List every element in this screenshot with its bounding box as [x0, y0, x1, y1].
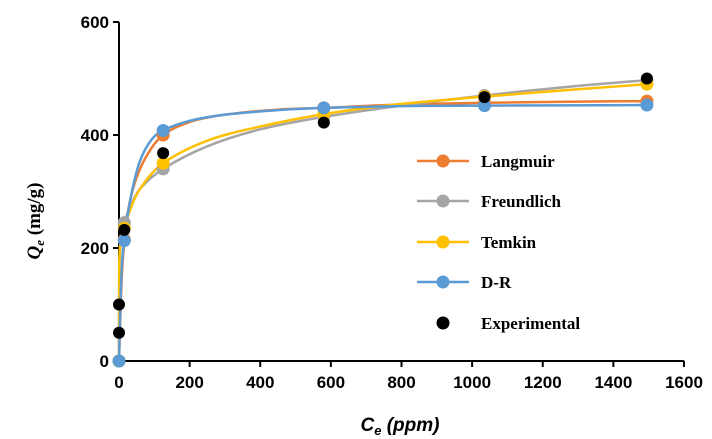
- data-point-experimental: [118, 223, 131, 236]
- data-point-d-r: [317, 101, 331, 115]
- plot-area: 0 200 400 600 0 200 400 600 800 1000 1200 1400 1600: [81, 13, 703, 392]
- legend-swatch-marker-freundlich: [436, 194, 450, 208]
- x-axis-title: Ce (ppm): [360, 415, 439, 438]
- data-point-d-r: [156, 123, 170, 137]
- y-tick-label: 0: [100, 352, 109, 371]
- data-point-experimental: [317, 116, 330, 129]
- x-tick-label: 400: [246, 373, 274, 392]
- data-point-d-r: [477, 99, 491, 113]
- x-tick-label: 800: [387, 373, 415, 392]
- series-line-d-r: [117, 103, 647, 362]
- y-tick-label: 200: [81, 239, 109, 258]
- x-axis-title-main: C: [360, 415, 374, 436]
- legend-label-temkin: Temkin: [481, 233, 537, 252]
- legend-swatch-marker-langmuir: [436, 154, 450, 168]
- data-point-experimental: [113, 326, 125, 339]
- legend-swatch-marker-d-r: [436, 275, 450, 289]
- data-point-experimental: [478, 91, 491, 104]
- legend-label-experimental: Experimental: [481, 314, 580, 333]
- x-tick-label: 1600: [665, 373, 703, 392]
- legend-swatch-marker-temkin: [436, 235, 450, 249]
- legend-label-langmuir: Langmuir: [481, 152, 555, 171]
- x-tick-label: 0: [114, 373, 123, 392]
- data-point-experimental: [640, 72, 653, 85]
- legend-label-d-r: D-R: [481, 273, 512, 292]
- legend: Langmuir Freundlich Temkin D-R Experimental: [417, 152, 580, 333]
- y-tick-label: 400: [81, 126, 109, 145]
- x-tick-label: 1400: [594, 373, 632, 392]
- data-point-d-r: [640, 98, 654, 112]
- x-tick-label: 1200: [524, 373, 562, 392]
- data-point-experimental: [157, 147, 170, 160]
- data-point-d-r: [117, 234, 131, 248]
- x-axis-title-units: (ppm): [381, 415, 439, 436]
- x-tick-label: 200: [175, 373, 203, 392]
- y-tick-label: 600: [81, 13, 109, 32]
- y-axis-title-units: (mg/g): [24, 182, 45, 240]
- x-tick-label: 600: [317, 373, 345, 392]
- data-point-experimental: [113, 298, 125, 311]
- data-point-temkin: [156, 156, 170, 170]
- y-axis-title-main: Q: [24, 246, 45, 260]
- y-axis-title: Qe (mg/g): [24, 182, 47, 259]
- y-axis-title-subscript: e: [32, 240, 47, 246]
- x-tick-label: 1000: [453, 373, 491, 392]
- x-axis-title-subscript: e: [374, 423, 381, 438]
- legend-label-freundlich: Freundlich: [481, 192, 562, 211]
- data-point-d-r: [112, 354, 126, 368]
- legend-swatch-marker-experimental: [436, 316, 450, 330]
